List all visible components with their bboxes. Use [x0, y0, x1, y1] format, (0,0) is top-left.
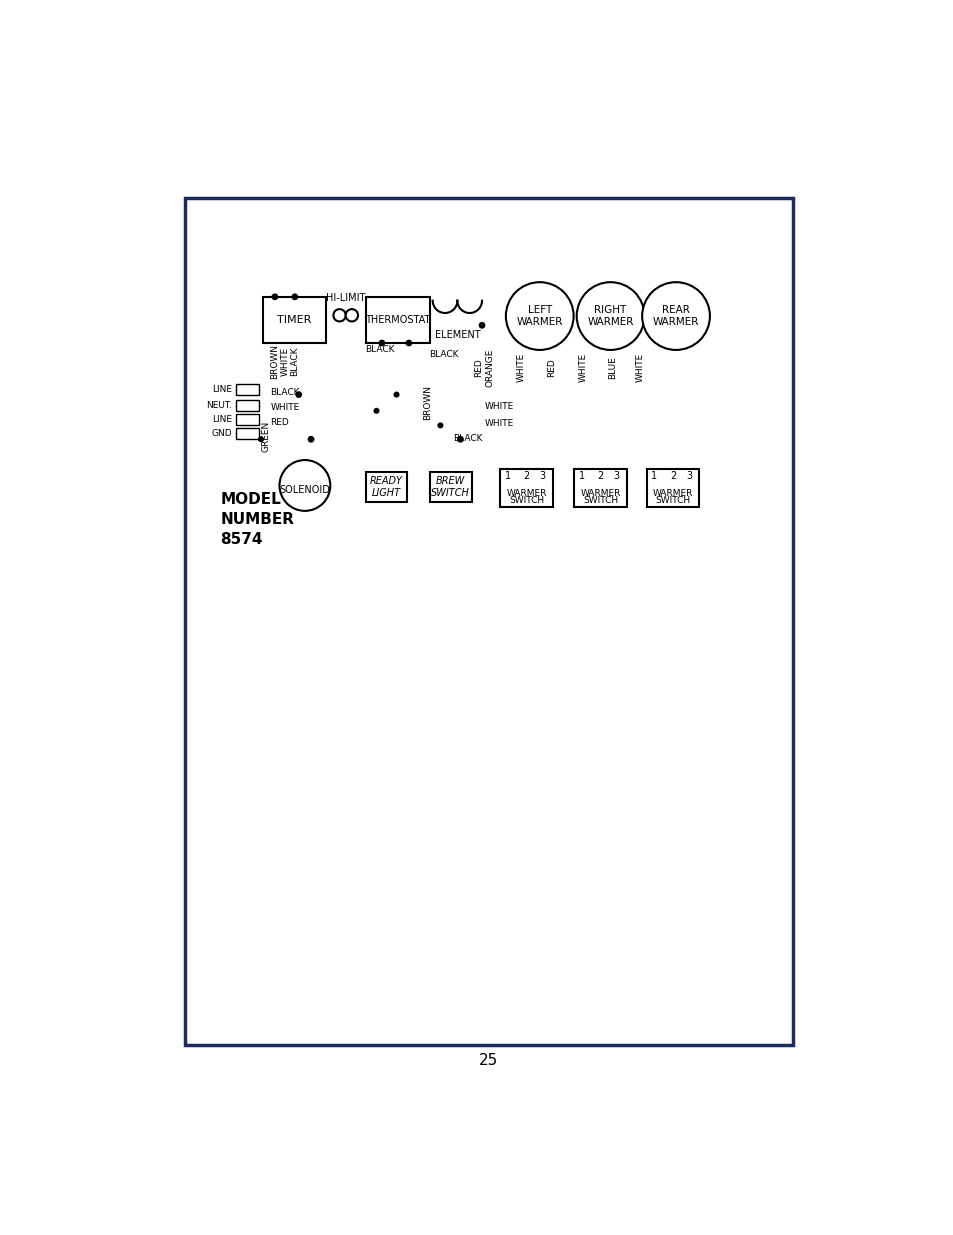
- Text: SWITCH: SWITCH: [582, 496, 618, 505]
- Text: ORANGE: ORANGE: [485, 348, 494, 387]
- Text: BLACK: BLACK: [453, 433, 482, 443]
- Text: WARMER: WARMER: [506, 489, 546, 498]
- Circle shape: [437, 424, 442, 427]
- Bar: [366, 472, 406, 503]
- Circle shape: [577, 282, 644, 350]
- Bar: [366, 296, 429, 343]
- Text: WHITE: WHITE: [578, 353, 587, 383]
- Text: READY
LIGHT: READY LIGHT: [370, 477, 402, 498]
- Bar: [190, 203, 787, 240]
- Text: GREEN: GREEN: [262, 421, 271, 452]
- Text: BROWN: BROWN: [270, 345, 279, 379]
- Text: SOLENOID: SOLENOID: [279, 485, 330, 495]
- Text: BREW
SWITCH: BREW SWITCH: [431, 477, 470, 498]
- Text: 1: 1: [504, 472, 511, 482]
- Text: WHITE: WHITE: [270, 403, 299, 412]
- Bar: [235, 384, 258, 395]
- Circle shape: [641, 282, 709, 350]
- Circle shape: [457, 436, 462, 442]
- Text: LEFT
WARMER: LEFT WARMER: [516, 305, 562, 327]
- Text: BLACK: BLACK: [364, 346, 394, 354]
- Text: 3: 3: [613, 472, 619, 482]
- Bar: [235, 400, 258, 411]
- Circle shape: [478, 322, 484, 329]
- Text: 2: 2: [669, 472, 676, 482]
- Text: BLACK: BLACK: [290, 347, 299, 377]
- Text: RED: RED: [547, 358, 556, 377]
- Text: BLUE: BLUE: [608, 356, 617, 379]
- Text: WHITE: WHITE: [484, 420, 513, 429]
- Text: WHITE: WHITE: [280, 347, 289, 377]
- Text: REAR
WARMER: REAR WARMER: [652, 305, 699, 327]
- Text: 2: 2: [597, 472, 603, 482]
- Text: GND: GND: [212, 430, 233, 438]
- Circle shape: [394, 393, 398, 396]
- Text: 25: 25: [478, 1053, 498, 1068]
- Circle shape: [292, 294, 297, 300]
- Text: 3: 3: [539, 472, 545, 482]
- Bar: [262, 296, 325, 343]
- Text: RIGHT
WARMER: RIGHT WARMER: [587, 305, 633, 327]
- Text: LINE: LINE: [213, 385, 233, 394]
- Circle shape: [295, 391, 301, 398]
- Text: SWITCH: SWITCH: [509, 496, 543, 505]
- Text: THERMOSTAT: THERMOSTAT: [365, 315, 431, 325]
- Circle shape: [345, 309, 357, 321]
- Text: ELEMENT: ELEMENT: [434, 330, 479, 340]
- Text: NEUT.: NEUT.: [206, 401, 233, 410]
- Text: WHITE: WHITE: [635, 353, 643, 383]
- Bar: [235, 429, 258, 440]
- Text: MODEL
NUMBER
8574: MODEL NUMBER 8574: [220, 493, 294, 547]
- Text: WHITE: WHITE: [484, 403, 513, 411]
- Text: 1: 1: [651, 472, 657, 482]
- Bar: [646, 468, 699, 508]
- Text: LINE: LINE: [213, 415, 233, 424]
- Circle shape: [258, 437, 263, 442]
- Bar: [185, 199, 792, 1045]
- Circle shape: [279, 461, 330, 511]
- Bar: [235, 414, 258, 425]
- Bar: [429, 472, 472, 503]
- Text: RED: RED: [473, 358, 482, 377]
- Circle shape: [406, 341, 411, 346]
- Bar: [500, 468, 552, 508]
- Circle shape: [308, 436, 314, 442]
- Text: WARMER: WARMER: [652, 489, 693, 498]
- Circle shape: [374, 409, 378, 412]
- Text: RED: RED: [270, 417, 289, 427]
- Circle shape: [378, 341, 384, 346]
- Text: SWITCH: SWITCH: [655, 496, 690, 505]
- Text: BLACK: BLACK: [428, 350, 457, 359]
- Text: WHITE: WHITE: [517, 353, 525, 383]
- Text: WARMER: WARMER: [579, 489, 620, 498]
- Text: 1: 1: [578, 472, 584, 482]
- Text: 2: 2: [523, 472, 529, 482]
- Text: HI-LIMIT: HI-LIMIT: [326, 294, 365, 304]
- Text: TIMER: TIMER: [276, 315, 311, 325]
- Circle shape: [272, 294, 277, 300]
- Text: 3: 3: [685, 472, 692, 482]
- Circle shape: [333, 309, 345, 321]
- Text: BROWN: BROWN: [423, 385, 432, 420]
- Bar: [574, 468, 626, 508]
- Text: BLACK: BLACK: [270, 388, 299, 396]
- Circle shape: [505, 282, 573, 350]
